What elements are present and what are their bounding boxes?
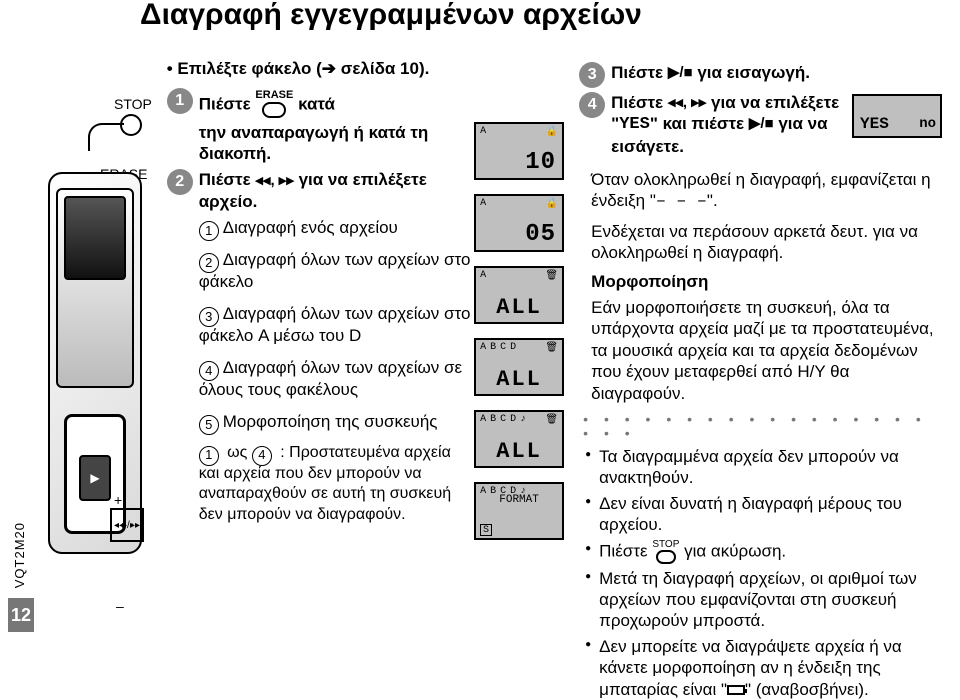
- page-number: 12: [8, 598, 34, 632]
- device-illustration: [48, 172, 142, 554]
- instructions-column: • Επιλέξτε φάκελο (➔ σελίδα 10). 1 Πιέστ…: [157, 14, 474, 632]
- lcd-5: A B C D ♪🗑 ALL: [474, 410, 564, 468]
- bullet-2: Δεν είναι δυνατή η διαγραφή μέρους του α…: [585, 493, 942, 536]
- option-4: 4Διαγραφή όλων των αρχείων σε όλους τους…: [167, 357, 474, 401]
- bullet-5: Δεν μπορείτε να διαγράψετε αρχεία ή να κ…: [585, 636, 942, 700]
- option-5: 5Μορφοποίηση της συσκευής: [167, 411, 474, 433]
- step-1: 1 Πιέστε ERASE κατά την αναπαραγωγή ή κα…: [167, 88, 474, 165]
- left-column: STOP ERASE + ◂◂ ▸/▪ ▸▸ – VQT2M20 12: [8, 14, 157, 632]
- right-column: 3 Πιέστε ▶/■ για εισαγωγή. 4 YES no Πιέσ…: [579, 14, 942, 632]
- option-1: 1Διαγραφή ενός αρχείου: [167, 217, 474, 239]
- stop-connector: [88, 123, 124, 151]
- format-note: Εάν μορφοποιήσετε τη συσκευή, όλα τα υπά…: [579, 297, 942, 404]
- lcd-yes-no: YES no: [852, 94, 942, 138]
- bullet-1: Τα διαγραμμένα αρχεία δεν μπορούν να ανα…: [585, 446, 942, 489]
- play-stop-icon: ▶/■: [749, 115, 774, 132]
- completion-note: Όταν ολοκληρωθεί η διαγραφή, εμφανίζεται…: [579, 169, 942, 213]
- erase-button-label: ERASE: [255, 88, 293, 102]
- lcd-column: A🔒 10 A🔒 05 A🗑 ALL A B C D🗑 ALL A B C D …: [474, 14, 579, 632]
- option-3: 3Διαγραφή όλων των αρχείων στο φάκελο A …: [167, 303, 474, 347]
- lcd-3: A🗑 ALL: [474, 266, 564, 324]
- step-number-1: 1: [167, 88, 193, 114]
- lcd-1: A🔒 10: [474, 122, 564, 180]
- step-4: 4 YES no Πιέστε ◂◂, ▸▸ για να επιλέξετε …: [579, 92, 942, 157]
- format-heading: Μορφοποίηση: [579, 271, 942, 292]
- play-stop-icon: ▶/■: [668, 64, 693, 81]
- plus-icon: +: [114, 492, 122, 508]
- duration-note: Ενδέχεται να περάσουν αρκετά δευτ. για ν…: [579, 221, 942, 264]
- page-title: Διαγραφή εγγεγραμμένων αρχείων: [140, 0, 642, 32]
- step-3: 3 Πιέστε ▶/■ για εισαγωγή.: [579, 62, 942, 88]
- option-2: 2Διαγραφή όλων των αρχείων στο φάκελο: [167, 249, 474, 293]
- battery-icon: [727, 685, 745, 695]
- lcd-2: A🔒 05: [474, 194, 564, 252]
- folder-select-note: • Επιλέξτε φάκελο (➔ σελίδα 10).: [167, 58, 474, 80]
- step-number-2: 2: [167, 169, 193, 195]
- lcd-6: A B C D ♪ FORMAT S: [474, 482, 564, 540]
- stop-button-icon: [656, 550, 676, 564]
- minus-icon: –: [116, 598, 124, 614]
- bullet-3: Πιέστε STOP για ακύρωση.: [585, 540, 942, 564]
- step-number-3: 3: [579, 62, 605, 88]
- erase-button-icon: [262, 102, 286, 118]
- skip-icons: ◂◂, ▸▸: [668, 94, 706, 111]
- stop-label: STOP: [114, 96, 152, 112]
- step-2: 2 Πιέστε ◂◂, ▸▸ για να επιλέξετε αρχείο.: [167, 169, 474, 213]
- skip-icons: ◂◂, ▸▸: [255, 172, 293, 189]
- document-code: VQT2M20: [12, 522, 27, 588]
- lcd-4: A B C D🗑 ALL: [474, 338, 564, 396]
- bullet-4: Μετά τη διαγραφή αρχείων, οι αριθμοί των…: [585, 568, 942, 632]
- mini-directional: ◂◂ ▸/▪ ▸▸: [110, 508, 144, 542]
- divider-dots: • • • • • • • • • • • • • • • • • • • •: [583, 412, 942, 440]
- step-number-4: 4: [579, 92, 605, 118]
- protected-files-note: 1 ως 4 : Προστατευμένα αρχεία και αρχεία…: [167, 443, 474, 525]
